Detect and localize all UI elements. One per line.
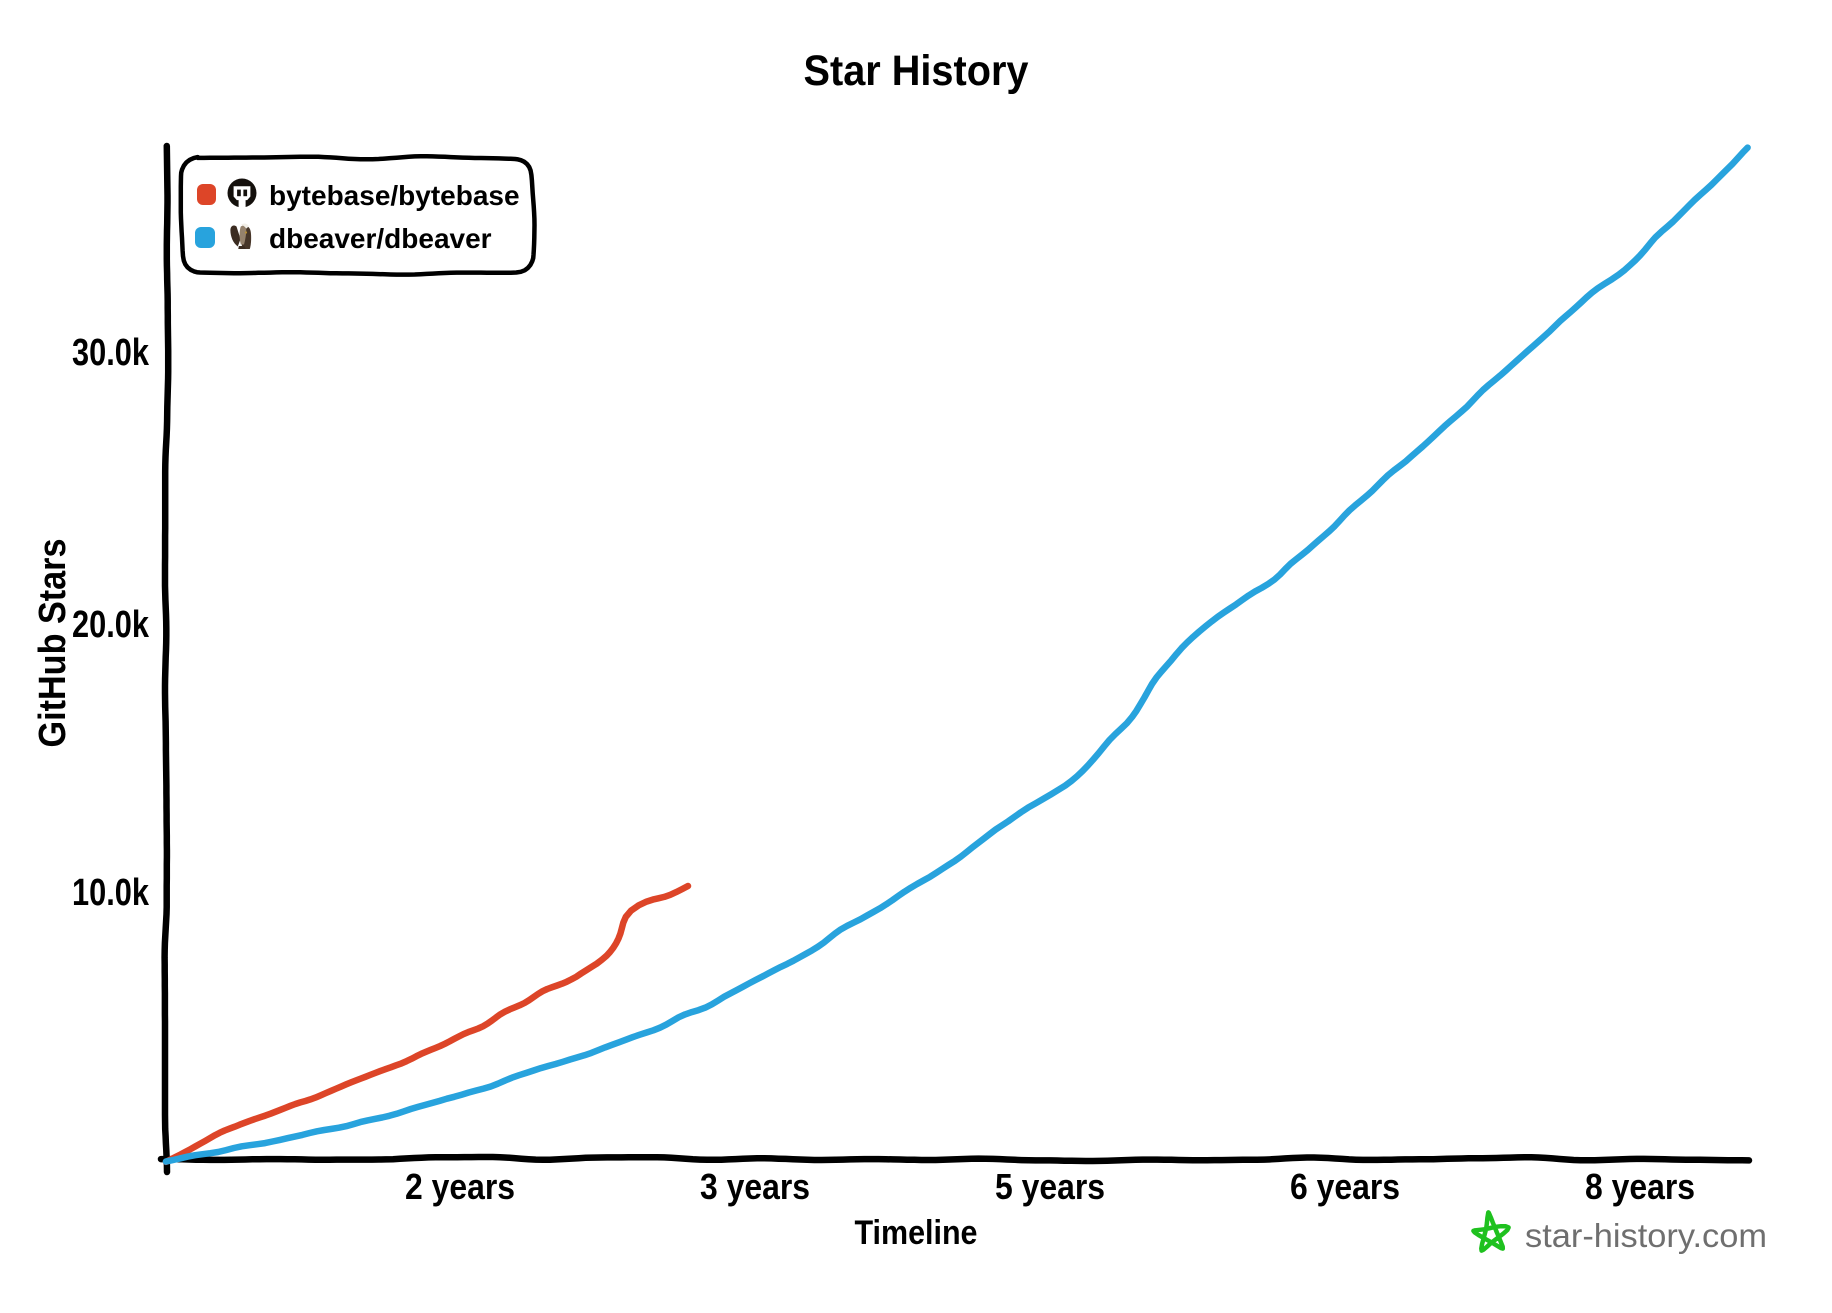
svg-text:20.0k: 20.0k [72, 604, 150, 646]
svg-text:30.0k: 30.0k [72, 332, 150, 374]
svg-text:dbeaver/dbeaver: dbeaver/dbeaver [269, 223, 492, 254]
svg-text:GitHub Stars: GitHub Stars [32, 539, 74, 748]
svg-text:Star History: Star History [804, 47, 1029, 95]
svg-text:bytebase/bytebase: bytebase/bytebase [269, 180, 520, 211]
svg-text:5 years: 5 years [995, 1166, 1105, 1207]
svg-text:2 years: 2 years [405, 1166, 515, 1207]
svg-text:6 years: 6 years [1290, 1166, 1400, 1207]
svg-text:Timeline: Timeline [855, 1214, 978, 1252]
svg-text:3 years: 3 years [700, 1166, 810, 1207]
svg-text:10.0k: 10.0k [72, 872, 150, 914]
svg-text:8 years: 8 years [1585, 1166, 1695, 1207]
svg-text:star-history.com: star-history.com [1525, 1217, 1767, 1254]
